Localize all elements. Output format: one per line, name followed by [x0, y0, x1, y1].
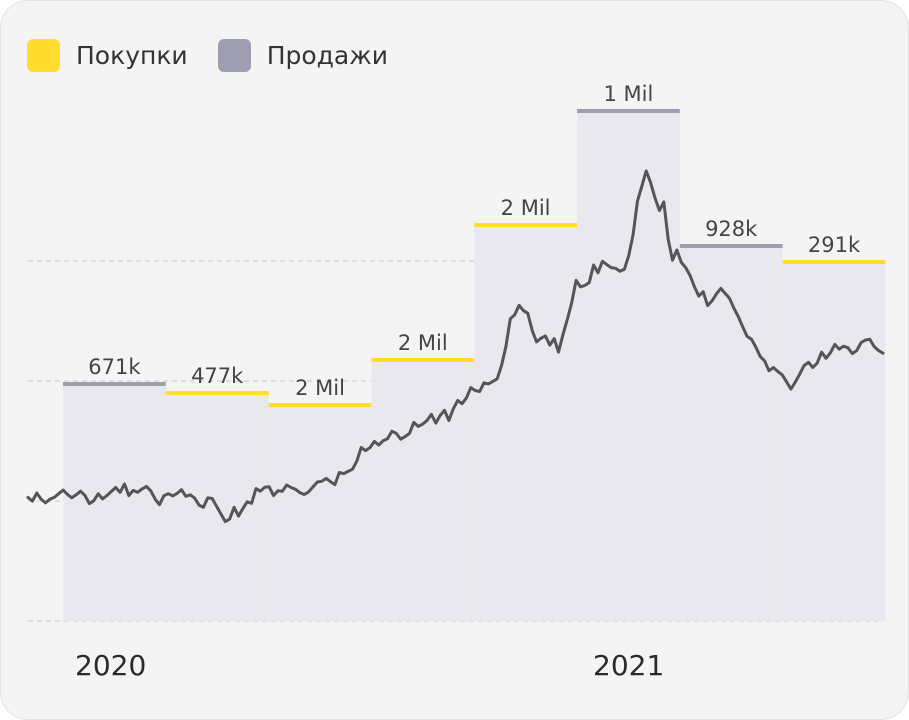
trade-band-8	[782, 262, 886, 621]
legend-item-sells[interactable]: Продажи	[217, 39, 389, 72]
trade-value-label-1: 671k	[88, 355, 141, 379]
trade-band-1	[63, 384, 166, 621]
trade-value-label-8: 291k	[808, 233, 861, 257]
buys-swatch	[27, 39, 60, 72]
trade-value-label-5: 2 Mil	[501, 196, 551, 220]
trade-band-7	[679, 246, 783, 621]
trade-value-label-6: 1 Mil	[603, 82, 653, 106]
x-tick-label-2020: 2020	[75, 649, 146, 682]
trade-value-label-2: 477k	[191, 364, 244, 388]
trade-band-4	[371, 360, 475, 621]
trade-band-6	[577, 111, 680, 621]
trade-value-label-4: 2 Mil	[398, 331, 448, 355]
legend-item-buys[interactable]: Покупки	[27, 39, 188, 72]
legend: Покупки Продажи	[27, 39, 418, 72]
trade-band-5	[474, 225, 577, 621]
trade-bands	[63, 111, 886, 621]
trade-value-label-3: 2 Mil	[295, 376, 345, 400]
legend-label-buys: Покупки	[76, 41, 188, 70]
trade-levels	[63, 109, 886, 407]
legend-label-sells: Продажи	[266, 41, 389, 70]
price-line	[26, 169, 885, 524]
trade-value-label-7: 928k	[705, 217, 758, 241]
sells-swatch	[217, 39, 251, 72]
trade-band-3	[268, 405, 372, 621]
price-series	[26, 169, 885, 524]
trade-labels: 671k 477k 2 Mil 2 Mil 2 Mil 1 Mil 928k 291k	[88, 82, 861, 400]
x-tick-label-2021: 2021	[593, 649, 664, 682]
